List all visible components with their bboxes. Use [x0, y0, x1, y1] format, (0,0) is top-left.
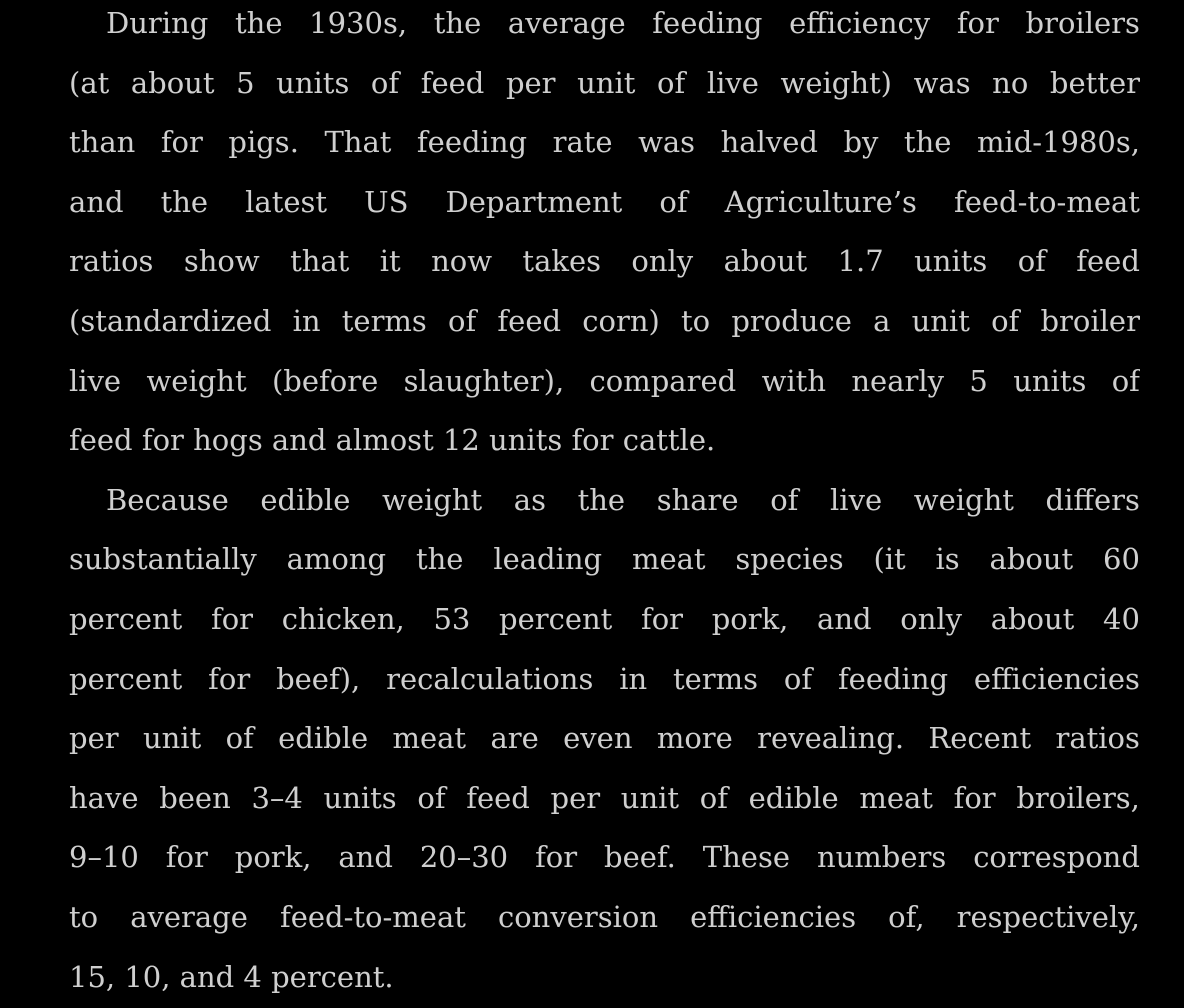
text-line: percent for chicken, 53 percent for pork, and on… [69, 602, 1140, 636]
text-line: substantially among the leading meat species(… [69, 542, 1140, 577]
text-line: During the 1930s, the average feeding efficien… [106, 6, 1140, 40]
text-line: and the latest US Department of Agriculture’s f… [69, 184, 1140, 219]
text-line: percent for beef), recalculations in terms of f… [69, 661, 1140, 696]
text-line: live weight (before slaughter), compared with… [69, 363, 1140, 398]
text-line: (at about 5 units of feed per unit of live weight)… [69, 65, 1140, 100]
text-line: have been 3–4 units of feed per unit of edible mea… [69, 780, 1140, 815]
text-line: feed for hogs and almost 12 units for ca… [69, 423, 716, 458]
text-line: 9–10 for pork, and 20–30 for beef. These numbers… [69, 840, 1140, 875]
text-line: to average feed-to-meat conversion efficienc… [69, 900, 1140, 934]
text-line: 15, 10, and 4 percent. [69, 959, 394, 994]
text-line: Because edible weight as the share of live weigh… [106, 482, 1140, 517]
text-line: per unit of edible meat are even more revealing.… [69, 721, 1140, 756]
text-line: than for pigs. That feeding rate was halved by th… [69, 125, 1140, 160]
reader-page: During the 1930s, the average feeding efficien… [69, 0, 1140, 1008]
text-line: ratios show that it now takes only about 1.7 unit… [69, 244, 1140, 279]
text-line: (standardized in terms of feed corn) to produce… [69, 304, 1140, 338]
